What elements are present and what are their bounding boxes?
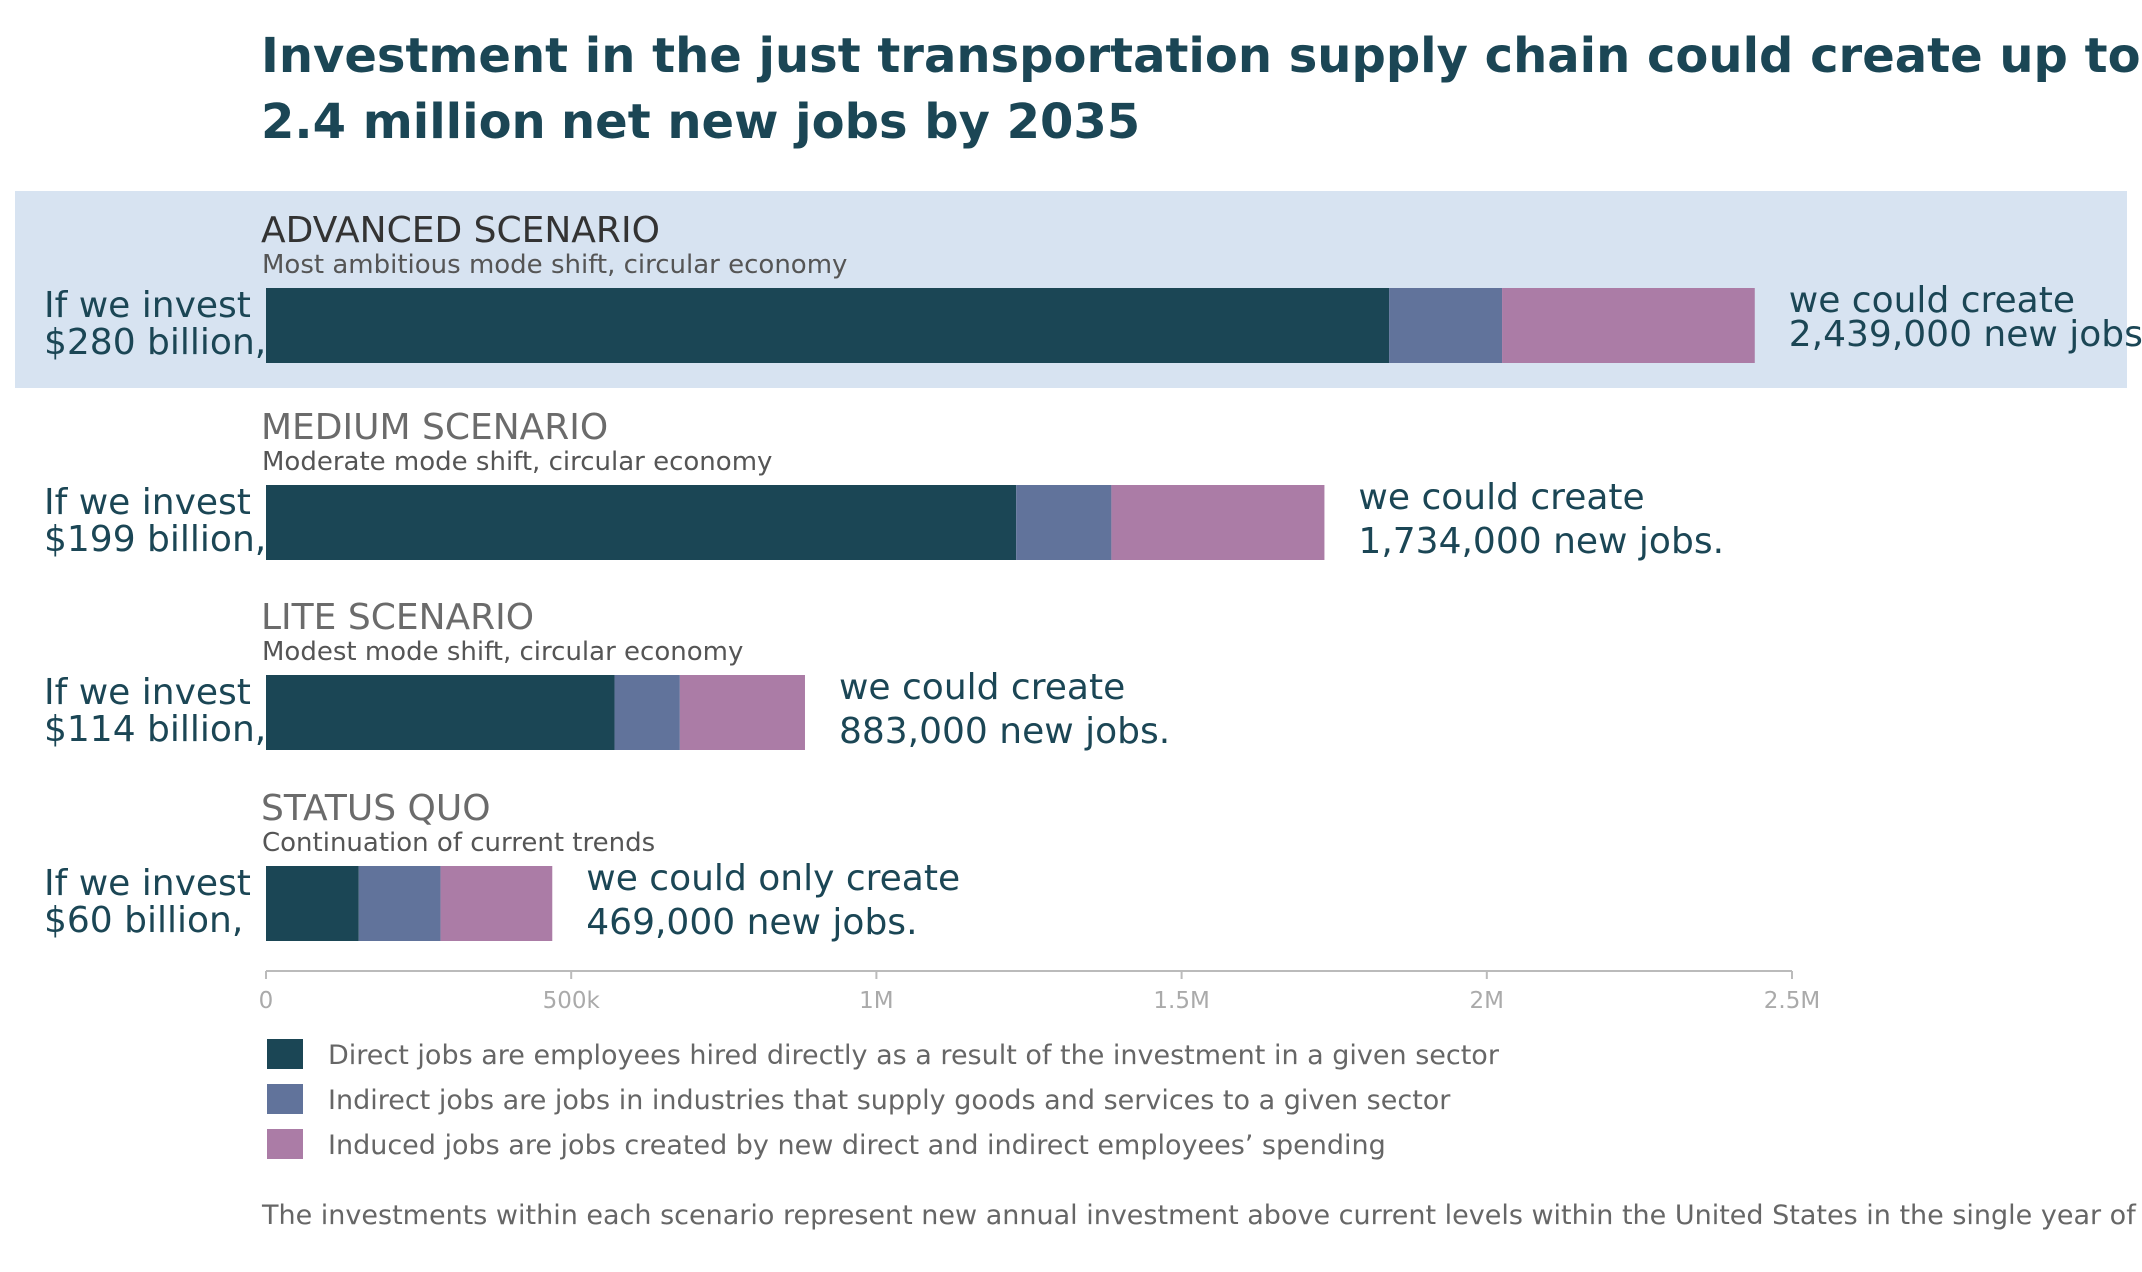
legend-label: Direct jobs are employees hired directly… xyxy=(328,1040,1500,1071)
result-total: 883,000 new jobs. xyxy=(839,711,1170,752)
bar-segment xyxy=(614,675,680,750)
invest-amount: $114 billion, xyxy=(44,709,266,750)
result-total: 2,439,000 new jobs. xyxy=(1789,314,2142,355)
category-subtitle: Most ambitious mode shift, circular econ… xyxy=(262,250,847,280)
legend-swatch xyxy=(267,1084,303,1114)
legend-label: Induced jobs are jobs created by new dir… xyxy=(328,1130,1386,1161)
bar-segment xyxy=(358,866,441,941)
category-label: ADVANCED SCENARIO xyxy=(261,210,660,251)
category-label: LITE SCENARIO xyxy=(261,597,534,638)
x-tick-label: 2.5M xyxy=(1764,988,1820,1014)
invest-amount: $280 billion, xyxy=(44,322,266,363)
x-tick-label: 2M xyxy=(1470,988,1504,1014)
x-tick-label: 0 xyxy=(259,988,274,1014)
category-label: STATUS QUO xyxy=(261,788,491,829)
chart-title: Investment in the just transportation su… xyxy=(261,28,2141,84)
chart-title: 2.4 million net new jobs by 2035 xyxy=(261,94,1140,150)
category-subtitle: Continuation of current trends xyxy=(262,828,655,858)
invest-amount: $199 billion, xyxy=(44,519,266,560)
invest-prefix: If we invest xyxy=(44,863,251,904)
x-tick-label: 1M xyxy=(859,988,893,1014)
category-subtitle: Moderate mode shift, circular economy xyxy=(262,447,772,477)
title-rest: net new jobs by 2035 xyxy=(561,94,1140,150)
legend-swatch xyxy=(267,1129,303,1159)
result-total: 1,734,000 new jobs. xyxy=(1358,521,1724,562)
invest-prefix: If we invest xyxy=(44,285,251,326)
result-prefix: we could only create xyxy=(586,858,960,899)
legend-label: Indirect jobs are jobs in industries tha… xyxy=(328,1085,1451,1116)
title-highlight: 2.4 million xyxy=(261,94,546,150)
result-prefix: we could create xyxy=(839,667,1125,708)
result-total: 469,000 new jobs. xyxy=(586,902,917,943)
invest-prefix: If we invest xyxy=(44,482,251,523)
bar-segment xyxy=(266,675,615,750)
bar-segment xyxy=(1111,485,1325,560)
invest-prefix: If we invest xyxy=(44,672,251,713)
bar-segment xyxy=(266,485,1017,560)
result-prefix: we could create xyxy=(1358,477,1644,518)
category-label: MEDIUM SCENARIO xyxy=(261,407,608,448)
x-tick-label: 500k xyxy=(543,988,601,1014)
bar-segment xyxy=(1016,485,1112,560)
bar-segment xyxy=(440,866,553,941)
result-prefix: we could create xyxy=(1789,280,2075,321)
bar-segment xyxy=(679,675,805,750)
category-subtitle: Modest mode shift, circular economy xyxy=(262,637,743,667)
x-tick-label: 1.5M xyxy=(1153,988,1209,1014)
bar-segment xyxy=(1502,288,1755,363)
bar-segment xyxy=(266,288,1390,363)
bar-segment xyxy=(266,866,359,941)
note: The investments within each scenario rep… xyxy=(261,1200,2142,1231)
legend-swatch xyxy=(267,1039,303,1069)
invest-amount: $60 billion, xyxy=(44,900,243,941)
bar-segment xyxy=(1389,288,1503,363)
